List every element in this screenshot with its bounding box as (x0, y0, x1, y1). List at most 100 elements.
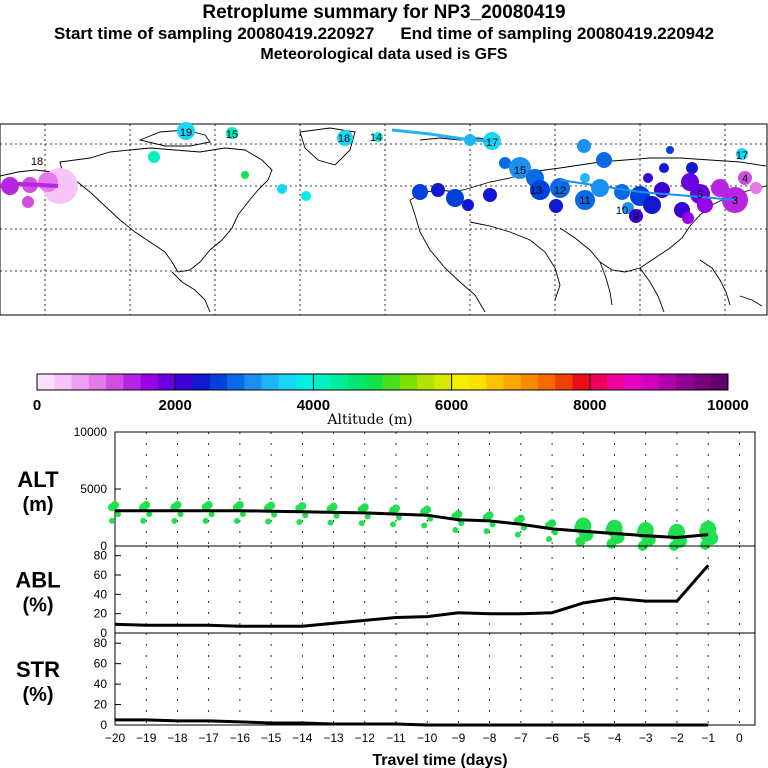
alt-scatter-point (142, 500, 151, 509)
alt-scatter-point (333, 512, 340, 519)
panel-ylabel-unit: (%) (22, 684, 53, 706)
map-day-label: 4 (742, 173, 748, 185)
colorbar-swatch (468, 374, 487, 390)
alt-scatter-point (395, 514, 402, 521)
panel-y-tick-label: 10000 (74, 425, 108, 439)
panel-x-tick-label: −2 (670, 731, 684, 745)
panel-x-tick-label: −20 (105, 731, 126, 745)
colorbar-swatch (227, 374, 245, 390)
colorbar-swatch (710, 374, 729, 390)
colorbar-swatch (658, 374, 677, 390)
map-day-label: 14 (370, 132, 382, 144)
map-day-label: 13 (530, 185, 542, 197)
alt-scatter-point (302, 512, 309, 519)
map-day-label: 17 (736, 150, 748, 162)
colorbar-swatch (71, 374, 90, 390)
plume-path (559, 179, 736, 201)
colorbar-tick-label: 4000 (297, 397, 330, 414)
alt-scatter-point (514, 531, 521, 538)
panel-frame (114, 632, 756, 726)
colorbar-swatch (503, 374, 522, 390)
plume-blob (643, 173, 653, 183)
met-data-label: Meteorological data used is GFS (260, 46, 508, 63)
plume-blob (373, 132, 383, 142)
plume-blob (629, 209, 643, 223)
alt-scatter-point (485, 511, 494, 520)
colorbar-swatch (140, 374, 159, 390)
panel-y-tick-label: 60 (94, 568, 108, 582)
alt-scatter-point (235, 500, 244, 509)
plume-blob (549, 199, 563, 213)
colorbar-swatch (399, 374, 418, 390)
alt-scatter-point (202, 517, 209, 524)
colorbar-swatch (209, 374, 228, 390)
altitude-colorbar: 0 2000 4000 6000 8000 10000 (33, 373, 749, 414)
alt-scatter-point (548, 519, 557, 528)
panel-y-tick-label: 0 (100, 539, 107, 553)
alt-scatter-point (546, 536, 553, 543)
alt-scatter-point (327, 519, 334, 526)
map-day-label: 5 (697, 189, 703, 201)
plume-blob (241, 171, 249, 179)
plume-blob (177, 122, 195, 140)
panel-y-tick-label: 80 (94, 636, 108, 650)
plume-blob (682, 212, 694, 224)
alt-scatter-point (329, 502, 338, 511)
alt-scatter-point (360, 503, 369, 512)
colorbar-tick-label: 2000 (159, 397, 192, 414)
panel-x-tick-label: −11 (386, 731, 406, 745)
plume-blob (750, 182, 762, 194)
plume-blob (509, 157, 531, 179)
plume-blob (446, 189, 464, 207)
panel-y-tick-label: 40 (94, 587, 108, 601)
colorbar-title: Altitude (m) (326, 412, 412, 428)
colorbar-swatch (296, 374, 314, 390)
time-series-panels: 1000050000ALT(m)806040200ABL(%)806040200… (15, 425, 756, 768)
start-time-label: Start time of sampling 20080419.220927 (53, 24, 375, 43)
panel-y-tick-label: 0 (100, 626, 107, 640)
colorbar-swatch (88, 374, 107, 390)
panel-x-tick-label: −12 (355, 731, 376, 745)
alt-scatter-point (146, 511, 153, 518)
plume-blob (643, 196, 661, 214)
alt-scatter-point (171, 517, 178, 524)
plume-blob (550, 178, 570, 198)
series-line-str (115, 718, 709, 727)
alt-scatter-point (296, 519, 303, 526)
plume-blob (738, 171, 752, 185)
colorbar-swatch (607, 374, 625, 390)
series-line-alt (115, 509, 709, 540)
panel-y-tick-label: 5000 (80, 482, 107, 496)
panel-x-tick-label: −15 (261, 731, 282, 745)
plume-blob (666, 146, 674, 154)
alt-scatter-point (421, 522, 428, 529)
plume-blob (614, 184, 630, 200)
colorbar-swatch (244, 374, 262, 390)
map-day-label: 15 (226, 129, 238, 141)
colorbar-swatch (641, 374, 660, 390)
panel-frame (114, 431, 756, 547)
panel-y-tick-label: 0 (100, 718, 107, 732)
alt-scatter-point (423, 505, 432, 514)
plume-path (0, 181, 59, 188)
chart-title: Retroplume summary for NP3_20080419 (202, 2, 566, 23)
alt-scatter-point (454, 510, 463, 519)
alt-scatter-point (177, 511, 184, 518)
plume-blob (148, 151, 160, 163)
panel-ylabel-name: STR (16, 657, 60, 682)
plume-blob (431, 183, 445, 197)
alt-scatter-point (233, 517, 240, 524)
panel-x-tick-label: −6 (545, 731, 559, 745)
colorbar-swatch (451, 374, 470, 390)
panel-x-tick-label: −9 (452, 731, 466, 745)
panel-frame (114, 545, 756, 634)
colorbar-swatch (261, 374, 280, 390)
plume-blob (22, 196, 34, 208)
map-day-label: 11 (579, 195, 590, 207)
colorbar-swatch (192, 374, 211, 390)
plume-blob (412, 184, 428, 200)
map-day-label: 19 (180, 127, 192, 139)
plume-blob (277, 184, 287, 194)
panel-x-tick-label: −14 (292, 731, 313, 745)
plume-blob (654, 182, 670, 198)
